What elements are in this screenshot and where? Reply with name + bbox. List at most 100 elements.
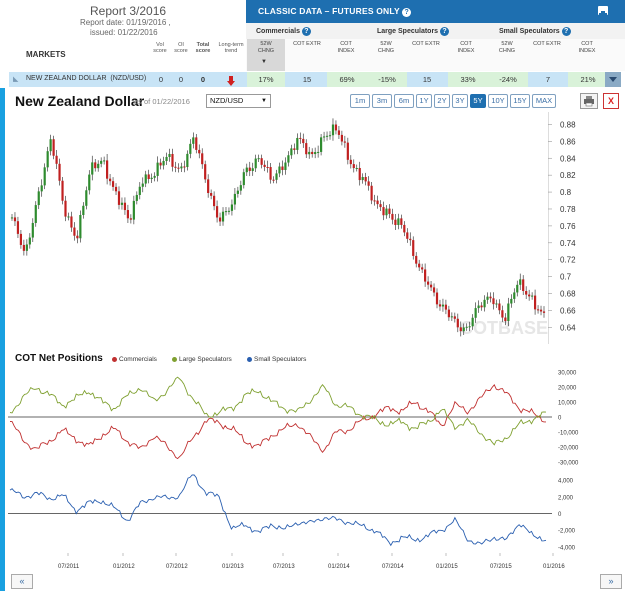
candle (281, 166, 284, 170)
lspec-cot-index: 33% (460, 75, 476, 84)
candle (233, 193, 237, 205)
candle (403, 224, 406, 233)
range-button-6m[interactable]: 6m (394, 94, 414, 108)
column-header-52w-chng[interactable]: 52W CHNG (498, 41, 516, 54)
candle (349, 159, 352, 165)
y-tick-label: 0.8 (560, 188, 572, 197)
candle (91, 162, 94, 175)
range-button-3m[interactable]: 3m (372, 94, 392, 108)
candle (22, 244, 25, 251)
candle (421, 267, 424, 270)
candle (174, 166, 177, 168)
group-large-speculators: Large Speculators ? (377, 27, 450, 36)
group-small-speculators: Small Speculators ? (499, 27, 571, 36)
candle (317, 151, 320, 153)
price-chart: 0.88 0.86 0.84 0.82 0.8 0.78 0.76 0.74 0.72 0.7 0.… (10, 112, 576, 344)
highlight-cell (367, 72, 407, 87)
candle (260, 158, 263, 165)
candle (266, 166, 269, 168)
group-label: Commercials (256, 28, 300, 35)
candle (16, 221, 20, 234)
column-header-52w-chng[interactable]: 52W CHNG (257, 41, 275, 54)
expand-icon[interactable]: ◣ (13, 76, 19, 83)
candle (61, 180, 64, 201)
range-button-3y[interactable]: 3Y (452, 94, 468, 108)
candle (55, 155, 58, 164)
range-button-10y[interactable]: 10Y (488, 94, 508, 108)
candle (204, 164, 207, 180)
candle (441, 304, 445, 307)
comm-cot-extr: 15 (302, 75, 312, 84)
column-header-cot-extr[interactable]: COT EXTR (293, 41, 321, 47)
candle (370, 185, 373, 201)
scroll-right-button[interactable]: » (600, 574, 622, 589)
candle (34, 205, 37, 223)
scroll-left-button[interactable]: « (11, 574, 33, 589)
series-line-commercials (9, 383, 546, 460)
candle (129, 218, 132, 220)
report-date: Report date: 01/19/2016 , (80, 18, 171, 27)
axis-line (548, 112, 549, 344)
column-header-cot-index[interactable]: COT INDEX (457, 41, 475, 54)
candle (432, 287, 436, 293)
candle (31, 222, 34, 238)
range-button-15y[interactable]: 15Y (510, 94, 530, 108)
candle (319, 137, 323, 152)
y-tick-label: -20,000 (558, 446, 579, 452)
help-icon[interactable]: ? (301, 27, 311, 36)
candle (290, 148, 293, 156)
help-icon[interactable]: ? (440, 27, 450, 36)
highlight-cell (448, 72, 488, 87)
range-button-1m[interactable]: 1m (350, 94, 370, 108)
candle (415, 255, 418, 264)
accent-bar (0, 88, 5, 591)
column-header-52w-chng[interactable]: 52W CHNG (377, 41, 395, 54)
range-button-5y[interactable]: 5Y (470, 94, 486, 108)
sort-down-icon[interactable]: ▼ (261, 59, 267, 65)
column-header-cot-extr[interactable]: COT EXTR (412, 41, 440, 47)
candle (85, 190, 88, 206)
legend-label: Large Speculators (179, 356, 232, 363)
column-header-cot-index[interactable]: COT INDEX (337, 41, 355, 54)
lspec-52w-chng: -15% (378, 75, 396, 84)
candle (531, 295, 534, 297)
candle (462, 327, 465, 332)
cot-title: COT Net Positions (15, 353, 103, 364)
candle (153, 175, 156, 178)
candle (150, 177, 153, 180)
print-icon[interactable] (598, 6, 608, 17)
candle (539, 309, 543, 312)
row-menu-button[interactable] (605, 72, 621, 87)
candle (495, 303, 498, 305)
candle (114, 186, 118, 192)
candle (343, 141, 346, 143)
classic-data-banner (246, 0, 625, 23)
range-button-1y[interactable]: 1Y (416, 94, 432, 108)
help-icon[interactable]: ? (561, 27, 571, 36)
market-name[interactable]: NEW ZEALAND DOLLAR (NZD/USD) (26, 75, 146, 82)
range-button-max[interactable]: MAX (532, 94, 556, 108)
y-tick-label: 2,000 (558, 495, 574, 501)
column-header-cot-index[interactable]: COT INDEX (578, 41, 596, 54)
legend-label: Commercials (119, 356, 157, 363)
range-button-2y[interactable]: 2Y (434, 94, 450, 108)
y-tick-label: 0.76 (560, 222, 576, 231)
close-button[interactable]: X (603, 93, 619, 109)
candle (147, 174, 150, 180)
column-header-cot-extr[interactable]: COT EXTR (533, 41, 561, 47)
print-button[interactable] (580, 93, 598, 109)
pair-select[interactable]: NZD/USD ▼ (206, 94, 271, 108)
candle (162, 160, 165, 166)
candle (450, 316, 453, 318)
sort-active-column[interactable] (247, 39, 285, 71)
y-tick-label: 0.68 (560, 290, 576, 299)
y-tick-label: -10,000 (558, 431, 579, 437)
x-tick-label: 07/2015 (490, 564, 512, 570)
highlight-cell (568, 72, 605, 87)
candle (111, 181, 115, 187)
candle (409, 238, 412, 241)
candle (19, 233, 23, 245)
candle (394, 219, 397, 225)
help-icon[interactable]: ? (402, 8, 412, 17)
y-tick-label: 0.74 (560, 239, 576, 248)
